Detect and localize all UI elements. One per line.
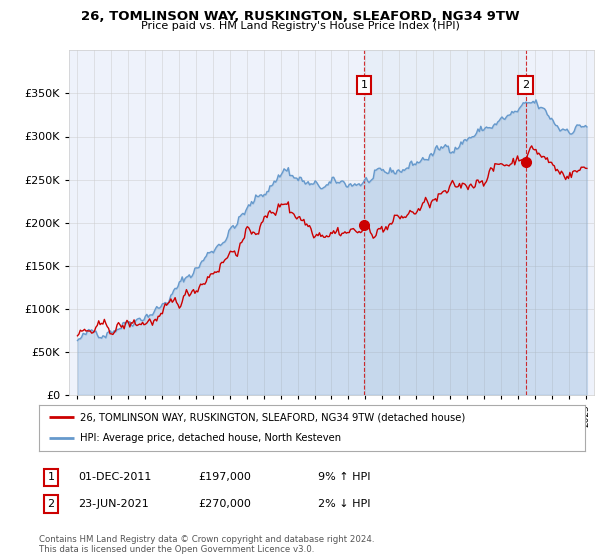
Text: 23-JUN-2021: 23-JUN-2021	[78, 499, 149, 509]
Text: HPI: Average price, detached house, North Kesteven: HPI: Average price, detached house, Nort…	[80, 433, 341, 444]
Text: 1: 1	[47, 472, 55, 482]
Text: 26, TOMLINSON WAY, RUSKINGTON, SLEAFORD, NG34 9TW: 26, TOMLINSON WAY, RUSKINGTON, SLEAFORD,…	[80, 10, 520, 22]
Text: Price paid vs. HM Land Registry's House Price Index (HPI): Price paid vs. HM Land Registry's House …	[140, 21, 460, 31]
Text: 1: 1	[361, 80, 368, 90]
Text: 2: 2	[47, 499, 55, 509]
Text: Contains HM Land Registry data © Crown copyright and database right 2024.
This d: Contains HM Land Registry data © Crown c…	[39, 535, 374, 554]
Text: 2: 2	[523, 80, 529, 90]
Text: 2% ↓ HPI: 2% ↓ HPI	[318, 499, 371, 509]
Text: 01-DEC-2011: 01-DEC-2011	[78, 472, 151, 482]
Bar	[364, 50, 526, 395]
Text: 9% ↑ HPI: 9% ↑ HPI	[318, 472, 371, 482]
Text: 26, TOMLINSON WAY, RUSKINGTON, SLEAFORD, NG34 9TW (detached house): 26, TOMLINSON WAY, RUSKINGTON, SLEAFORD,…	[80, 412, 465, 422]
Text: £197,000: £197,000	[198, 472, 251, 482]
Text: £270,000: £270,000	[198, 499, 251, 509]
